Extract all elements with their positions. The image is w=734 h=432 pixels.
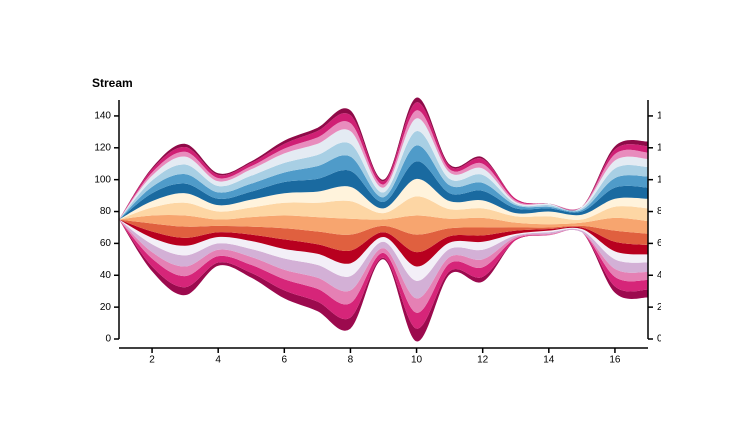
x-tick-label: 2 [149, 355, 155, 366]
y2-tick-label: 80 [657, 206, 669, 217]
stream-layer [119, 196, 648, 225]
y-tick-label: 20 [100, 302, 112, 313]
stream-layer [119, 219, 648, 253]
y2-tick-label: 40 [657, 270, 669, 281]
y-tick-label: 0 [105, 334, 111, 345]
y-tick-label: 120 [94, 142, 111, 153]
y2-tick-label: 100 [657, 174, 674, 185]
x-tick-label: 12 [477, 355, 489, 366]
right-axis: 0 20 40 60 80 100 120 140 [647, 100, 674, 345]
y2-tick-label: 20 [657, 302, 669, 313]
y-tick-label: 140 [94, 111, 111, 122]
chart-title: Stream [92, 76, 133, 90]
axes: 0 20 40 60 80 100 120 140 2 4 6 8 10 12 14 16 [94, 100, 648, 366]
x-tick-label: 6 [282, 355, 288, 366]
y-tick-label: 80 [100, 206, 112, 217]
y2-tick-label: 120 [657, 142, 674, 153]
stream-layer [119, 219, 648, 267]
x-tick-label: 8 [348, 355, 354, 366]
stream-layer [119, 178, 648, 220]
y2-tick-label: 60 [657, 238, 669, 249]
y-tick-label: 100 [94, 174, 111, 185]
stream-layer [119, 219, 648, 281]
y2-tick-label: 0 [657, 334, 663, 345]
x-tick-label: 10 [411, 355, 423, 366]
y2-tick-label: 140 [657, 111, 674, 122]
stream-layer [119, 215, 648, 235]
y-tick-label: 60 [100, 238, 112, 249]
plot-area [119, 97, 648, 342]
x-tick-label: 16 [609, 355, 621, 366]
y-tick-label: 40 [100, 270, 112, 281]
x-tick-label: 4 [215, 355, 221, 366]
x-tick-label: 14 [543, 355, 555, 366]
stream-layer [119, 161, 648, 220]
